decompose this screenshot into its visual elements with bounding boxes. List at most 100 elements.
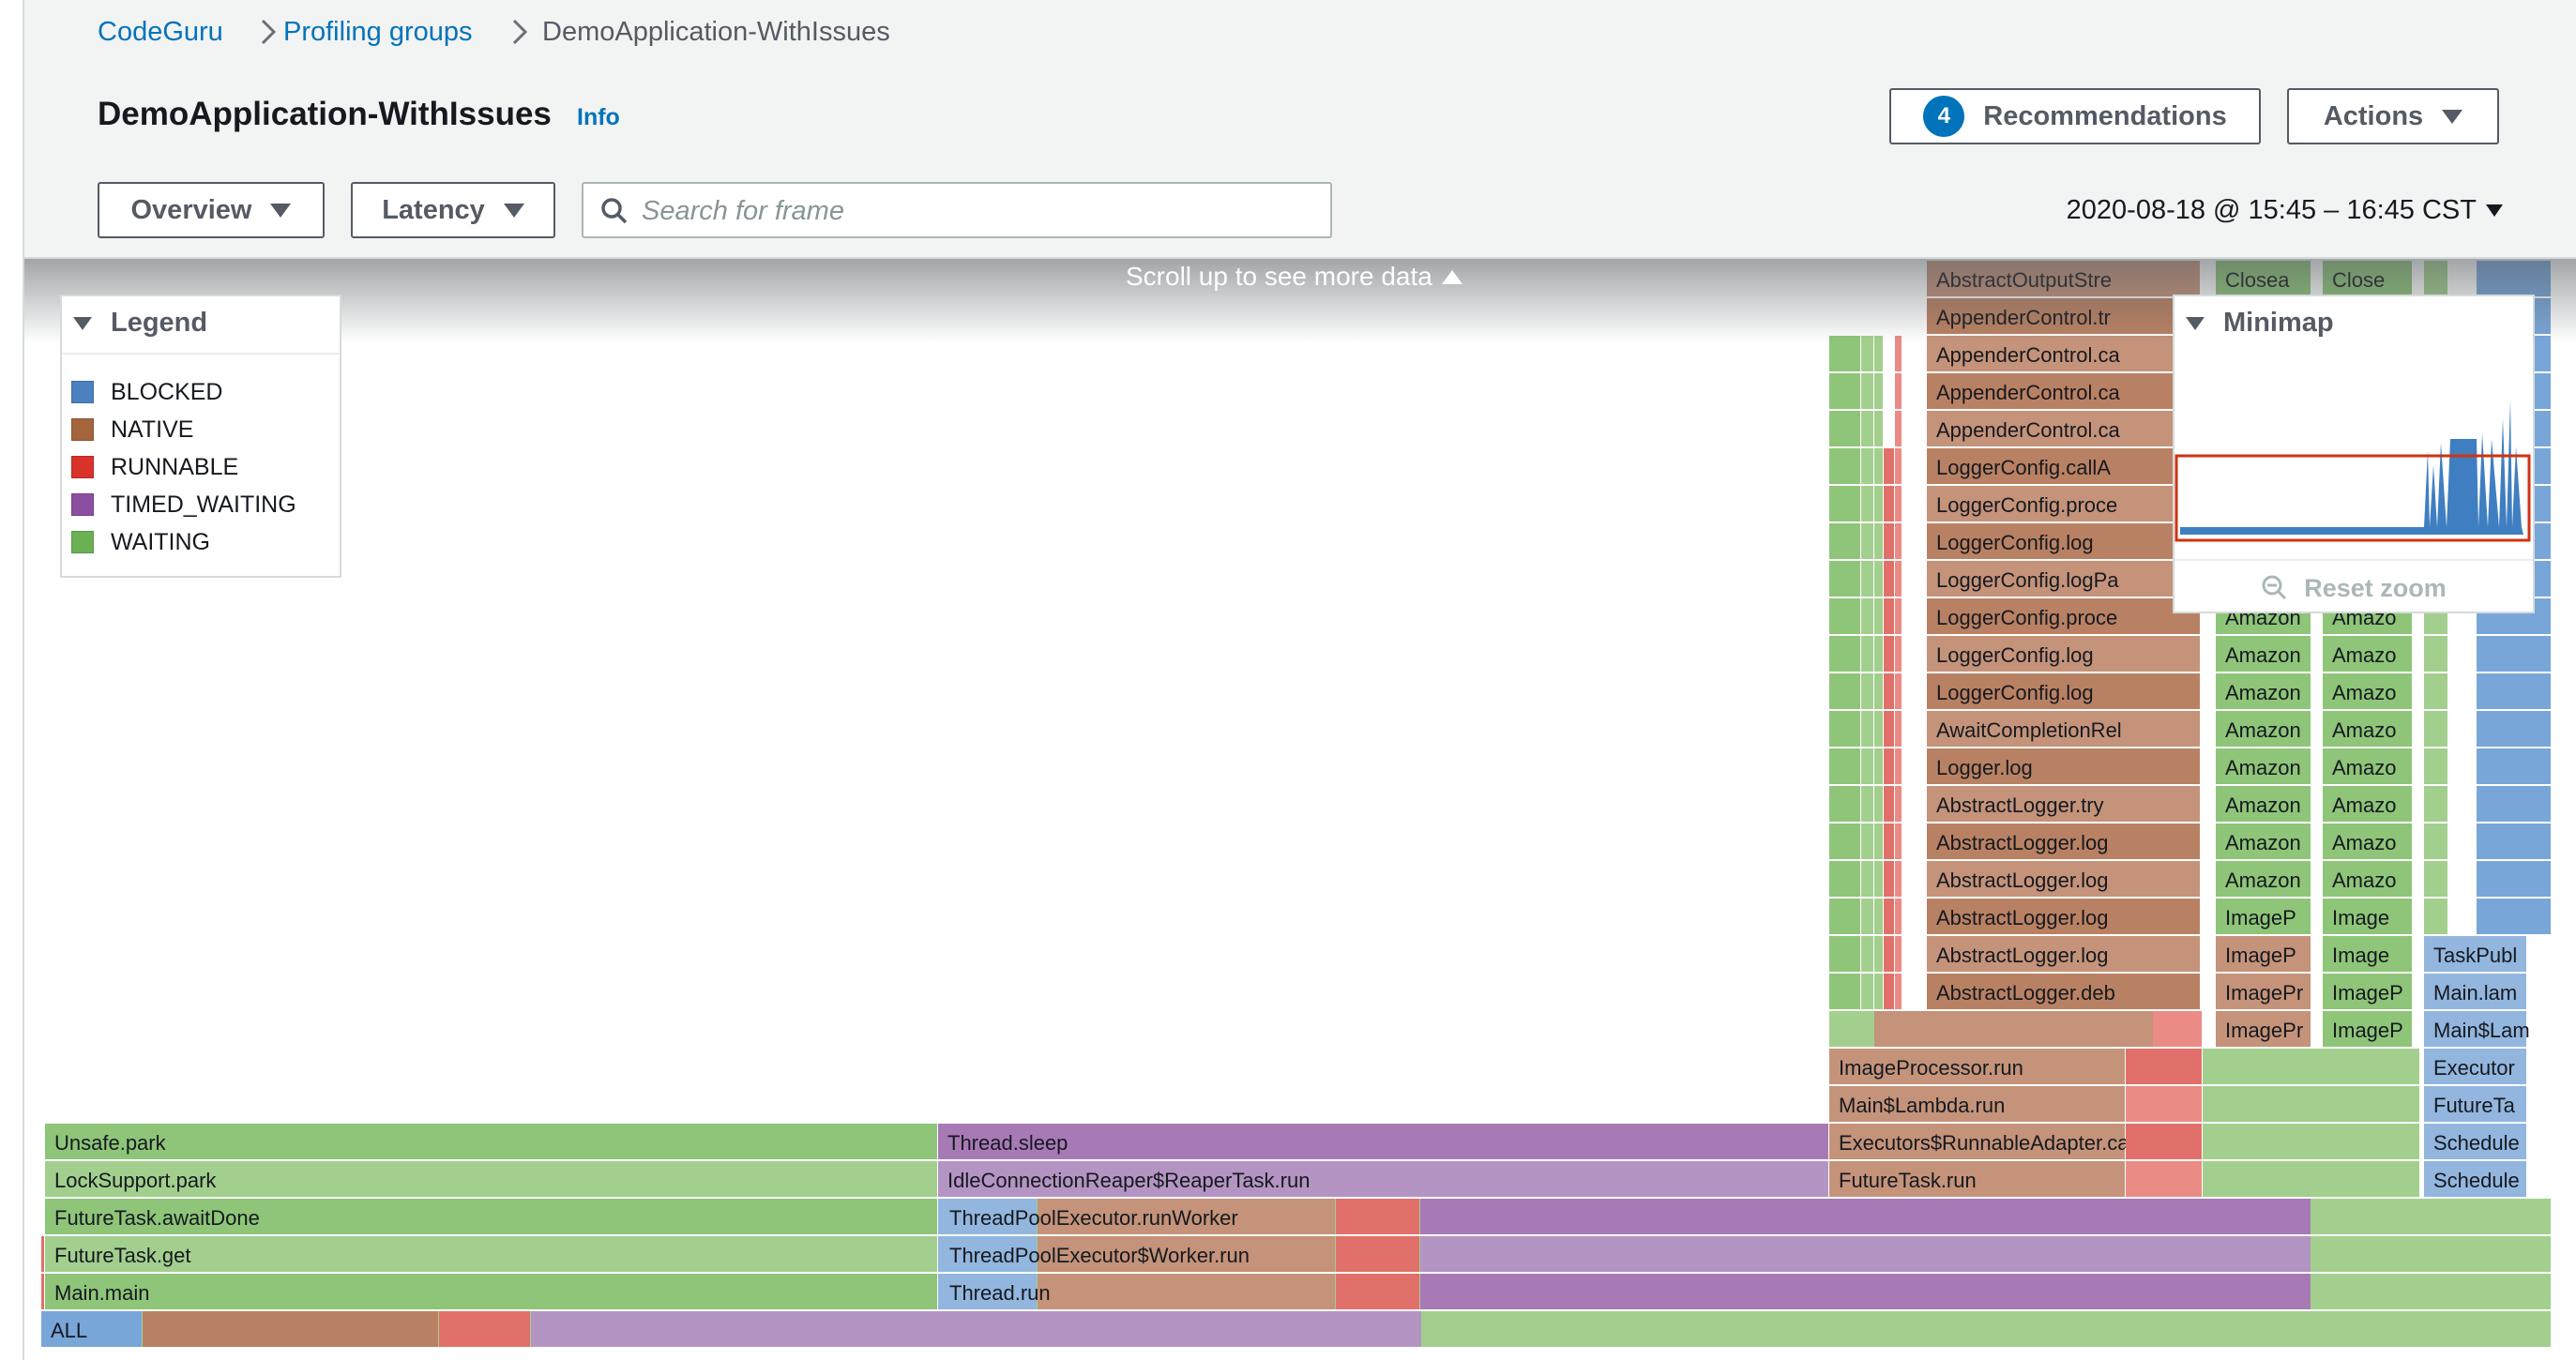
frame-col-a[interactable]: Amazon [2216,861,2311,897]
frame-logger-stack[interactable]: AbstractLogger.log [1927,861,2200,897]
info-link[interactable]: Info [577,104,620,130]
frame-segment[interactable] [1874,411,1883,446]
frame-segment[interactable] [1420,1274,2311,1309]
frame-segment[interactable] [1861,486,1873,521]
frame-segment[interactable] [1874,448,1883,484]
frame-segment[interactable] [1874,899,1883,934]
frame-segment[interactable] [1829,523,1860,559]
minimap-viewport-selection[interactable] [2174,454,2531,542]
frame-segment[interactable] [1884,936,1894,972]
frame-segment[interactable] [2424,748,2447,784]
frame-segment[interactable] [1861,636,1873,672]
frame-segment[interactable] [1861,336,1873,371]
frame-col-a[interactable]: ImageP [2216,936,2311,972]
frame-col-c[interactable]: Main$Lam [2424,1011,2530,1047]
frame-logger-stack[interactable]: AbstractLogger.log [1927,824,2200,859]
frame-col-b[interactable]: Amazo [2323,748,2412,784]
frame-logger-stack[interactable]: LoggerConfig.log [1927,523,2200,559]
frame-segment[interactable] [1420,1236,2311,1272]
frame-segment[interactable] [2126,1161,2202,1197]
frame-segment[interactable] [1829,598,1860,634]
frame-col-a[interactable]: Amazon [2216,824,2311,859]
frame-segment[interactable] [1336,1199,1419,1234]
frame-segment[interactable] [2477,711,2551,747]
frame-segment[interactable] [1874,636,1883,672]
breadcrumb-profiling-groups[interactable]: Profiling groups [283,17,473,47]
frame-col-a[interactable]: Closea [2216,261,2311,296]
frame-segment[interactable] [1895,711,1902,747]
frame-logger-stack[interactable]: AppenderControl.ca [1927,336,2200,371]
frame-segment[interactable] [531,1311,1421,1347]
date-range-picker[interactable]: 2020-08-18 @ 15:45 – 16:45 CST [2067,188,2503,233]
frame-segment[interactable] [1874,373,1883,409]
frame-col-a[interactable]: ImageP [2216,899,2311,934]
frame-segment[interactable] [1861,748,1873,784]
frame-segment[interactable] [1884,899,1894,934]
frame-segment[interactable] [1884,861,1894,897]
frame-middle-stack[interactable]: Thread.run [949,1281,1051,1305]
frame-logger-stack[interactable]: LoggerConfig.proce [1927,486,2200,521]
frame-col-b[interactable]: Image [2323,936,2412,972]
frame-col-b[interactable]: Amazo [2323,786,2412,822]
frame-segment[interactable] [1895,748,1902,784]
frame-segment[interactable] [41,1236,44,1272]
frame-segment[interactable] [1874,974,1883,1009]
frame-col-b[interactable]: ImageP [2323,974,2412,1009]
frame-segment[interactable] [1884,673,1894,709]
metric-select[interactable]: Latency [351,182,555,238]
frame-segment[interactable] [2126,1049,2202,1084]
frame-col-c[interactable]: Main.lam [2424,974,2526,1009]
frame-segment[interactable] [1895,448,1902,484]
frame-segment[interactable] [1829,448,1860,484]
frame-segment[interactable] [1895,786,1902,822]
frame-logger-stack[interactable]: AbstractOutputStre [1927,261,2200,296]
frame-segment[interactable] [2424,861,2447,897]
frame-segment[interactable] [1874,711,1883,747]
frame-segment[interactable] [1895,598,1902,634]
frame-segment[interactable] [2424,899,2447,934]
frame-segment[interactable] [1884,448,1894,484]
frame-right-stack[interactable] [1874,1011,2153,1047]
frame-segment[interactable] [1874,336,1883,371]
frame-segment[interactable] [1038,1236,1335,1272]
frame-col-b[interactable]: Amazo [2323,861,2412,897]
scroll-up-hint[interactable]: Scroll up to see more data [1126,259,1462,295]
frame-segment[interactable] [1829,974,1860,1009]
frame-logger-stack[interactable]: AbstractLogger.deb [1927,974,2200,1009]
frame-segment[interactable] [1884,523,1894,559]
frame-segment[interactable] [1895,974,1902,1009]
frame-segment[interactable] [1038,1199,1335,1234]
frame-segment[interactable] [2203,1049,2419,1084]
frame-col-b[interactable]: Amazo [2323,636,2412,672]
search-input[interactable] [640,184,1319,238]
frame-segment[interactable] [2424,824,2447,859]
frame-segment[interactable] [938,1236,1037,1272]
frame-segment[interactable] [1861,899,1873,934]
frame-segment[interactable] [143,1311,438,1347]
frame-segment[interactable] [2424,636,2447,672]
frame-segment[interactable] [1861,861,1873,897]
frame-segment[interactable] [1829,486,1860,521]
frame-segment[interactable] [1895,824,1902,859]
frame-segment[interactable] [2477,636,2551,672]
frame-segment[interactable] [1829,786,1860,822]
frame-left-stack[interactable]: LockSupport.park [45,1161,937,1197]
minimap-toggle[interactable]: Minimap [2186,308,2334,339]
minimap-chart[interactable] [2174,353,2533,557]
frame-segment[interactable] [938,1274,1037,1309]
frame-segment[interactable] [2477,261,2551,296]
frame-logger-stack[interactable]: LoggerConfig.callA [1927,448,2200,484]
frame-segment[interactable] [1895,561,1902,597]
frame-segment[interactable] [1884,486,1894,521]
frame-segment[interactable] [1874,824,1883,859]
frame-segment[interactable] [1861,411,1873,446]
frame-segment[interactable] [1895,636,1902,672]
frame-segment[interactable] [1861,673,1873,709]
frame-logger-stack[interactable]: LoggerConfig.proce [1927,598,2200,634]
frame-segment[interactable] [1829,711,1860,747]
frame-left-stack[interactable]: Unsafe.park [45,1124,937,1159]
frame-segment[interactable] [1895,411,1902,446]
frame-segment[interactable] [1829,411,1860,446]
frame-col-a[interactable]: Amazon [2216,673,2311,709]
frame-segment[interactable] [1829,748,1860,784]
